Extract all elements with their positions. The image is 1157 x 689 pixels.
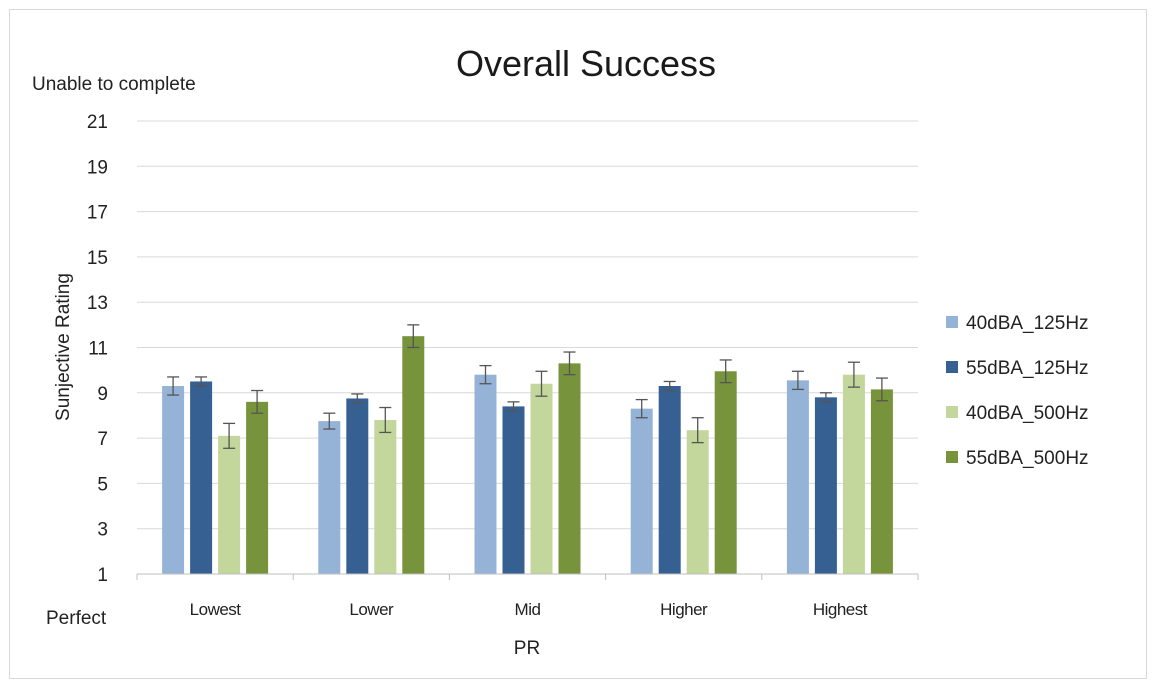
legend: 40dBA_125Hz 55dBA_125Hz 40dBA_500Hz 55dBA_5…: [946, 313, 1089, 469]
bar: [870, 389, 893, 574]
bar: [558, 363, 581, 574]
legend-label: 55dBA_125Hz: [966, 358, 1089, 379]
category-label: Lowest: [190, 600, 242, 619]
bar: [374, 419, 397, 574]
y-tick-label: 1: [97, 565, 108, 586]
bar: [530, 383, 553, 574]
y-tick-label: 11: [88, 339, 108, 360]
legend-swatch: [946, 361, 958, 373]
bar: [346, 398, 369, 574]
legend-swatch: [946, 406, 958, 418]
bar: [630, 408, 653, 574]
y-tick-label: 15: [87, 248, 108, 269]
category-label: Lower: [349, 600, 394, 619]
legend-label: 55dBA_500Hz: [966, 448, 1089, 469]
category-label: Mid: [515, 600, 541, 619]
bar: [842, 374, 865, 574]
bar: [502, 406, 525, 574]
error-bars: [167, 324, 888, 449]
y-tick-label: 19: [87, 157, 108, 178]
y-tick-label: 5: [97, 474, 108, 495]
bar: [218, 435, 241, 574]
legend-swatch: [946, 451, 958, 463]
legend-label: 40dBA_125Hz: [966, 313, 1089, 334]
legend-swatch: [946, 316, 958, 328]
x-axis-label: PR: [514, 638, 540, 659]
bar: [658, 386, 681, 574]
y-axis-label: Sunjective Rating: [53, 273, 74, 421]
y-tick-label: 3: [97, 520, 108, 541]
bar: [318, 421, 341, 574]
bar: [162, 386, 185, 574]
bar: [686, 430, 709, 574]
y-bottom-note: Perfect: [46, 608, 107, 629]
bar: [814, 397, 837, 574]
chart-title: Overall Success: [456, 43, 716, 84]
bar: [786, 380, 809, 574]
bar: [246, 401, 269, 574]
legend-label: 40dBA_500Hz: [966, 403, 1089, 424]
category-label: Highest: [813, 600, 868, 619]
y-tick-label: 17: [87, 203, 108, 224]
bar: [190, 381, 213, 574]
y-tick-label: 7: [97, 429, 108, 450]
y-top-note: Unable to complete: [32, 74, 196, 95]
bar: [402, 336, 425, 574]
y-tick-label: 13: [87, 293, 108, 314]
bar: [474, 374, 497, 574]
bar: [714, 371, 737, 574]
category-label: Higher: [660, 600, 708, 619]
y-tick-label: 21: [87, 112, 108, 133]
y-tick-label: 9: [97, 384, 108, 405]
bars: [162, 336, 893, 574]
